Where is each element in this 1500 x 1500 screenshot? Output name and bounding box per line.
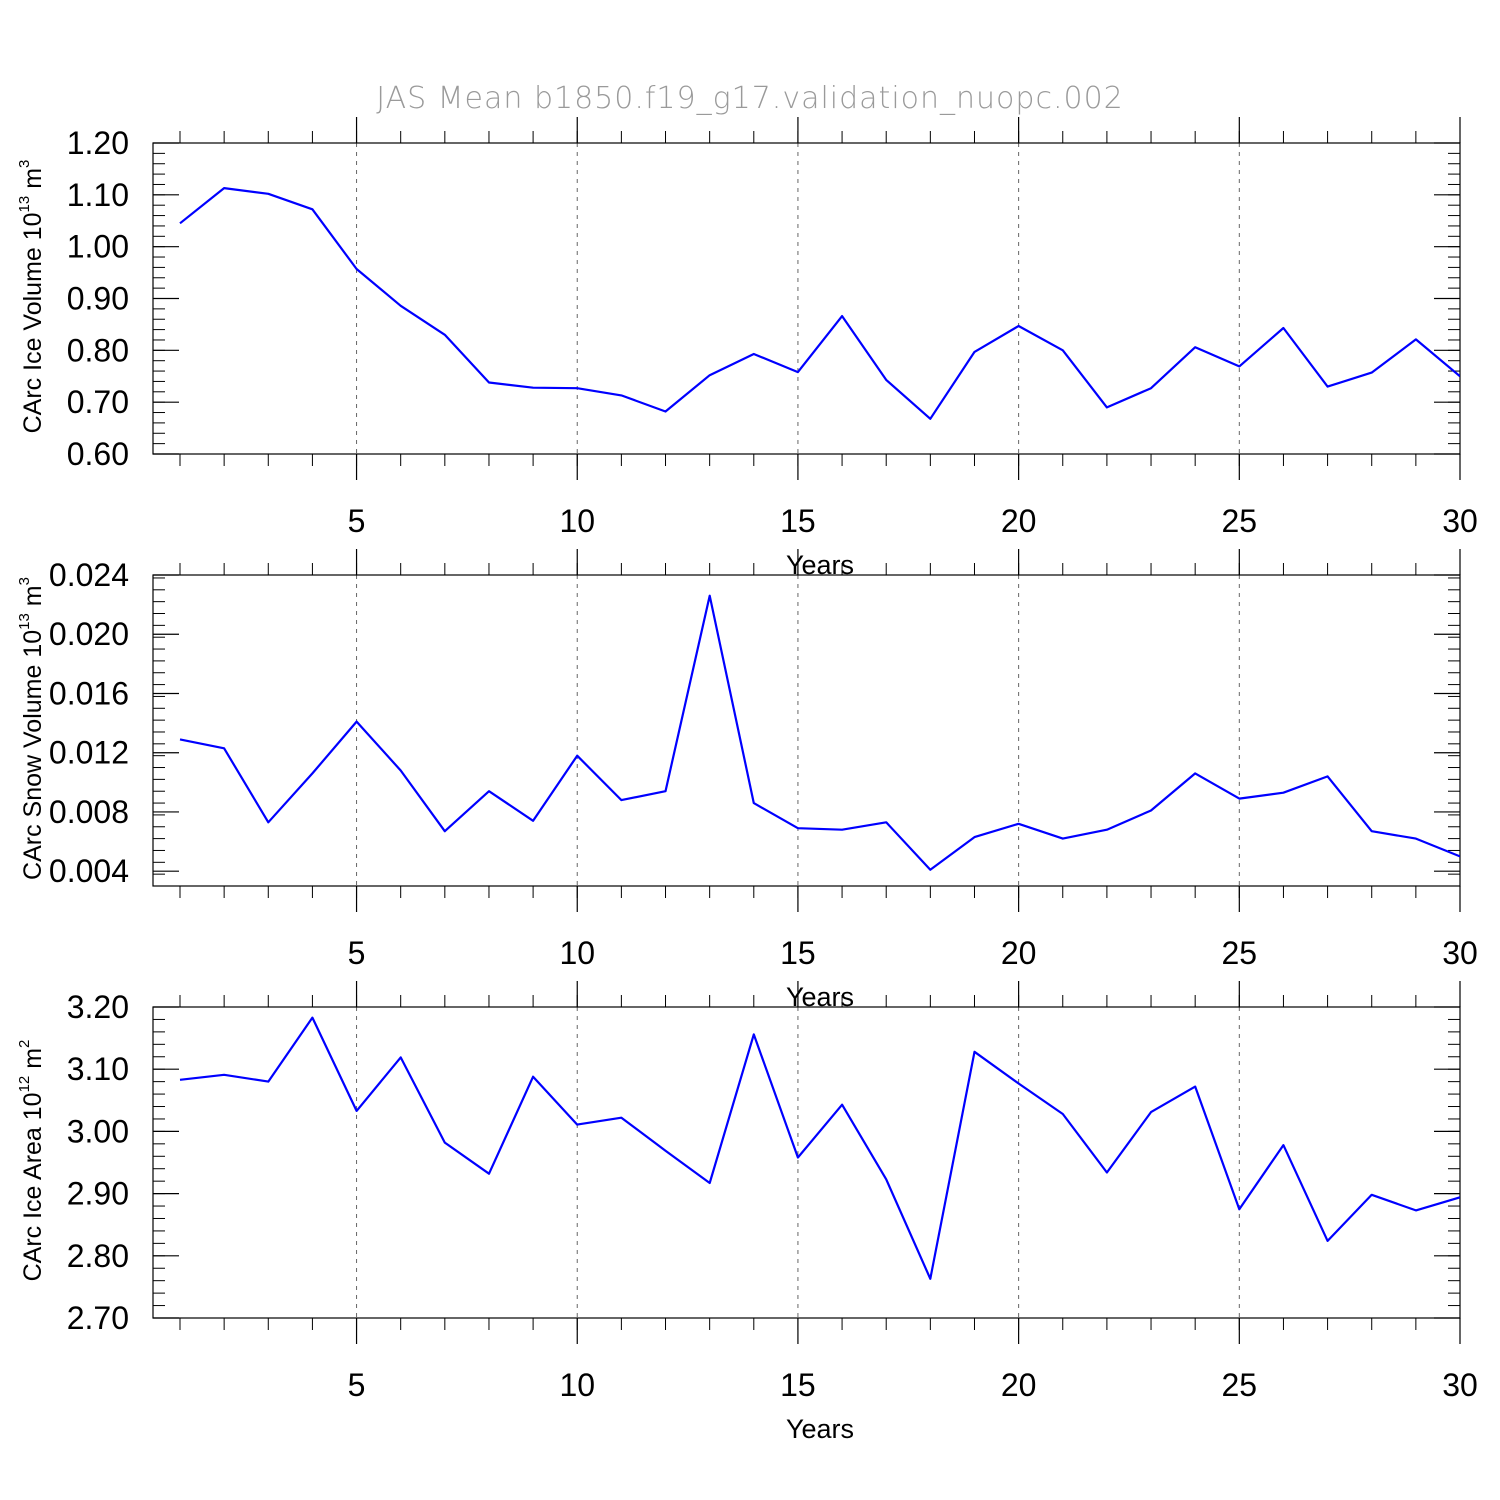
- x-tick-label: 25: [1222, 503, 1258, 539]
- y-tick-label: 3.20: [67, 989, 129, 1025]
- y-tick-label: 0.90: [67, 281, 129, 317]
- x-tick-label: 5: [348, 935, 366, 971]
- y-tick-label: 2.80: [67, 1238, 129, 1274]
- y-tick-label: 1.20: [67, 125, 129, 161]
- x-tick-label: 15: [780, 503, 816, 539]
- x-tick-label: 15: [780, 935, 816, 971]
- plot-frame: [152, 1006, 1461, 1319]
- y-tick-label: 0.008: [49, 794, 129, 830]
- panel-2: 5 10 15 20 25 30 0.004 0.008 0.012 0.016 0.020 0.02…: [16, 549, 1478, 1012]
- y-tick-label: 2.90: [67, 1176, 129, 1212]
- chart-title: JAS Mean b1850.f19_g17.validation_nuopc.…: [376, 81, 1124, 116]
- y-axis-label: CArc Ice Area 1012 m2: [16, 1040, 47, 1282]
- panel-3: 5 10 15 20 25 30 2.70 2.80 2.90 3.00 3.10 3.20 Years…: [16, 981, 1478, 1444]
- y-tick-label: 2.70: [67, 1300, 129, 1336]
- y-tick-label: 0.70: [67, 384, 129, 420]
- y-tick-label: 3.10: [67, 1051, 129, 1087]
- data-line: [179, 594, 1460, 871]
- y-tick-label: 3.00: [67, 1113, 129, 1149]
- y-tick-label: 1.10: [67, 177, 129, 213]
- x-tick-label: 20: [1001, 1367, 1037, 1403]
- x-tick-label: 10: [559, 935, 595, 971]
- y-tick-label: 0.016: [49, 675, 129, 711]
- y-tick-label: 0.80: [67, 332, 129, 368]
- x-tick-label: 25: [1222, 1367, 1258, 1403]
- x-tick-label: 20: [1001, 935, 1037, 971]
- x-tick-label: 10: [559, 503, 595, 539]
- x-tick-label: 25: [1222, 935, 1258, 971]
- y-tick-label: 0.004: [49, 853, 129, 889]
- plot-frame: [152, 142, 1461, 455]
- x-tick-label: 15: [780, 1367, 816, 1403]
- x-tick-label: 20: [1001, 503, 1037, 539]
- x-tick-label: 5: [348, 503, 366, 539]
- y-tick-label: 0.024: [49, 557, 129, 593]
- x-tick-label: 30: [1442, 1367, 1478, 1403]
- y-tick-label: 0.60: [67, 436, 129, 472]
- y-axis-label: CArc Ice Volume 1013 m3: [16, 160, 47, 434]
- panel-1: 5 10 15 20 25 300.600.700.800.901.001.101.20Y…: [16, 117, 1478, 580]
- data-line: [179, 187, 1460, 420]
- x-axis-label: Years: [786, 1414, 854, 1444]
- x-tick-label: 10: [559, 1367, 595, 1403]
- y-axis-label: CArc Snow Volume 1013 m3: [16, 577, 47, 880]
- y-tick-label: 1.00: [67, 229, 129, 265]
- x-tick-label: 30: [1442, 503, 1478, 539]
- plot-frame: [152, 574, 1461, 887]
- data-line: [179, 1016, 1460, 1280]
- y-tick-label: 0.012: [49, 735, 129, 771]
- x-tick-label: 30: [1442, 935, 1478, 971]
- y-tick-label: 0.020: [49, 616, 129, 652]
- x-tick-label: 5: [348, 1367, 366, 1403]
